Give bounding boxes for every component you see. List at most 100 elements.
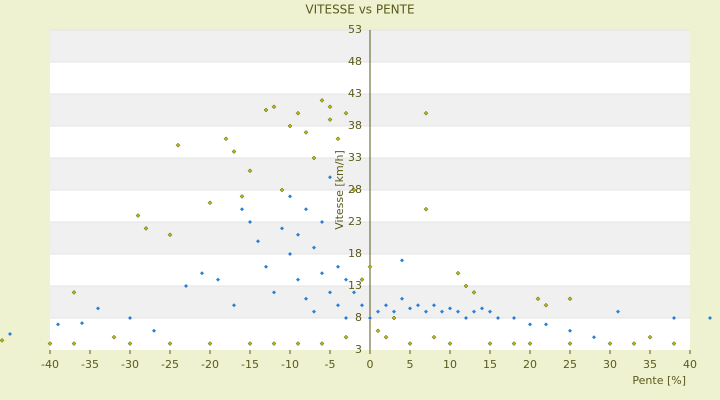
data-point	[391, 315, 397, 321]
x-tick-label: -20	[201, 358, 219, 371]
x-tick-label: -30	[121, 358, 139, 371]
data-point	[592, 335, 596, 340]
data-point	[296, 277, 300, 282]
y-tick-label: 33	[348, 151, 362, 164]
data-point	[311, 155, 317, 161]
data-point	[344, 277, 348, 282]
data-point	[152, 328, 156, 333]
data-point	[184, 284, 188, 288]
data-point	[280, 226, 284, 231]
data-point	[96, 306, 100, 311]
data-point	[264, 264, 268, 269]
data-point	[271, 104, 277, 110]
data-point	[304, 207, 308, 212]
y-tick-label: 38	[348, 119, 362, 132]
data-point	[256, 239, 260, 244]
data-point	[288, 252, 292, 256]
data-point	[343, 334, 349, 340]
data-point	[328, 175, 332, 180]
data-point	[111, 334, 117, 340]
data-point	[456, 309, 460, 314]
y-tick-label: 48	[348, 55, 362, 68]
data-point	[327, 104, 333, 110]
data-point	[239, 194, 245, 199]
x-tick-label: -10	[281, 358, 299, 371]
data-point	[352, 290, 356, 295]
data-point	[272, 290, 276, 295]
data-point	[304, 296, 308, 301]
x-tick-label: 10	[443, 358, 457, 371]
x-tick-label: -40	[41, 358, 59, 371]
data-point	[416, 303, 420, 308]
data-point	[535, 296, 541, 302]
data-point	[319, 341, 325, 346]
data-point	[287, 123, 293, 129]
data-point	[71, 341, 77, 346]
x-tick-label: -25	[161, 358, 179, 371]
data-point	[448, 306, 452, 311]
data-point	[647, 334, 653, 340]
data-point	[543, 302, 549, 308]
data-point	[671, 341, 677, 346]
data-point	[455, 270, 461, 276]
data-point	[216, 277, 220, 282]
x-tick-label: -35	[81, 358, 99, 371]
data-point	[472, 309, 476, 314]
data-point	[248, 220, 252, 224]
data-point	[400, 258, 404, 263]
data-point	[247, 341, 253, 346]
data-point	[0, 338, 5, 343]
data-point	[607, 341, 613, 346]
data-point	[423, 206, 429, 212]
data-point	[351, 187, 357, 193]
data-point	[312, 309, 316, 314]
data-point	[271, 341, 277, 346]
data-point	[336, 264, 340, 269]
data-point	[407, 341, 413, 346]
data-point	[128, 316, 132, 320]
data-point	[335, 136, 341, 142]
data-point	[320, 271, 324, 276]
data-point	[471, 290, 477, 295]
data-point	[384, 303, 388, 308]
data-point	[424, 309, 428, 314]
data-point	[408, 306, 412, 311]
data-point	[360, 303, 364, 308]
chart-title: VITESSE vs PENTE	[305, 3, 414, 17]
data-point	[167, 341, 173, 346]
data-point	[432, 303, 436, 308]
data-point	[708, 316, 712, 320]
y-tick-label: 8	[355, 311, 362, 324]
data-point	[631, 341, 637, 346]
data-point	[375, 328, 381, 334]
data-point	[231, 149, 237, 154]
data-point	[56, 322, 60, 327]
x-tick-label: 15	[483, 358, 497, 371]
data-point	[496, 316, 500, 320]
data-point	[175, 142, 181, 148]
data-point	[440, 309, 444, 314]
x-tick-label: -5	[325, 358, 336, 371]
y-tick-label: 18	[348, 247, 362, 260]
y-tick-label: 53	[348, 23, 362, 36]
data-point	[423, 110, 429, 116]
data-point	[200, 271, 204, 276]
data-point	[135, 213, 141, 218]
y-tick-label: 43	[348, 87, 362, 100]
data-point	[295, 110, 301, 116]
data-point	[367, 264, 373, 270]
data-point	[392, 309, 396, 314]
data-point	[247, 168, 253, 174]
data-point	[528, 322, 532, 327]
x-axis-title: Pente [%]	[632, 374, 686, 387]
data-point	[343, 110, 349, 116]
data-point	[512, 316, 516, 320]
data-point	[567, 296, 573, 302]
data-point	[328, 290, 332, 295]
data-point	[207, 200, 213, 206]
data-point	[463, 283, 469, 289]
data-point	[672, 316, 676, 320]
data-point	[71, 290, 77, 295]
data-point	[167, 232, 173, 238]
data-point	[279, 187, 285, 193]
